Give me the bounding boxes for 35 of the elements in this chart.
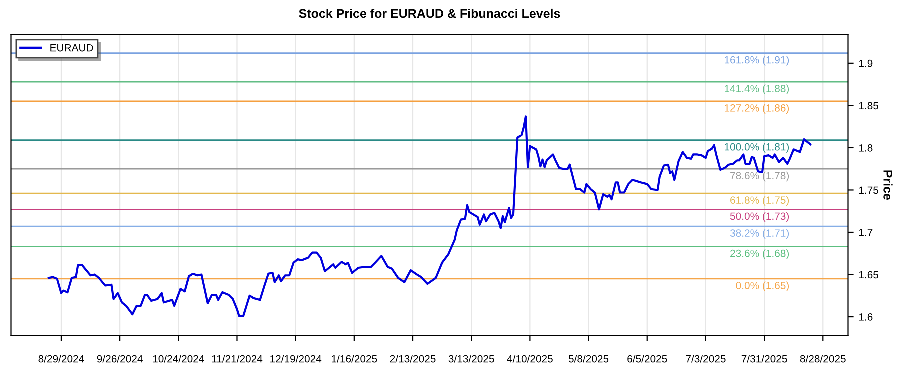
x-tick-label: 4/10/2025 [507, 355, 553, 363]
y-tick-label: 1.6 [859, 314, 873, 321]
x-tick-label: 10/24/2024 [153, 355, 204, 363]
x-tick-label: 11/21/2024 [212, 355, 263, 363]
ref-line-label: 141.4% (1.88) [725, 84, 790, 95]
ref-line-label: 38.2% (1.71) [730, 229, 790, 240]
y-tick-label: 1.85 [859, 102, 879, 110]
x-tick-label: 8/29/2024 [38, 355, 84, 363]
ref-line-label: 78.6% (1.78) [730, 172, 790, 182]
line-series [48, 116, 812, 318]
ref-line-label: 100.0% (1.81) [725, 143, 790, 153]
y-tick-label: 1.7 [859, 229, 873, 236]
x-tick-label: 8/28/2025 [800, 355, 846, 363]
ref-line-label: 127.2% (1.86) [725, 104, 790, 114]
x-tick-label: 12/19/2024 [270, 355, 322, 363]
x-tick-label: 5/8/2025 [568, 355, 609, 363]
ref-line-label: 0.0% (1.65) [736, 282, 790, 292]
x-tick-label: 7/3/2025 [686, 355, 726, 363]
chart-title: Stock Price for EURAUD & Fibunacci Levels [299, 8, 560, 18]
y-tick-label: 1.75 [859, 186, 879, 194]
y-axis-title: Price [884, 170, 893, 200]
ref-line-label: 61.8% (1.75) [730, 196, 790, 206]
legend-label: EURAUD [50, 44, 94, 52]
x-tick-label: 6/5/2025 [628, 355, 668, 363]
x-tick-label: 7/31/2025 [742, 355, 788, 363]
y-tick-label: 1.65 [859, 271, 879, 279]
y-tick-label: 1.9 [859, 60, 873, 68]
x-tick-label: 9/26/2024 [97, 355, 143, 363]
x-tick-label: 1/16/2025 [332, 355, 378, 363]
ref-line-label: 161.8% (1.91) [725, 56, 790, 66]
y-tick-label: 1.8 [859, 144, 873, 152]
ref-line-label: 50.0% (1.73) [730, 212, 790, 222]
x-tick-label: 2/13/2025 [390, 355, 436, 363]
x-tick-label: 3/13/2025 [448, 355, 494, 363]
ref-line-label: 23.6% (1.68) [730, 250, 790, 260]
